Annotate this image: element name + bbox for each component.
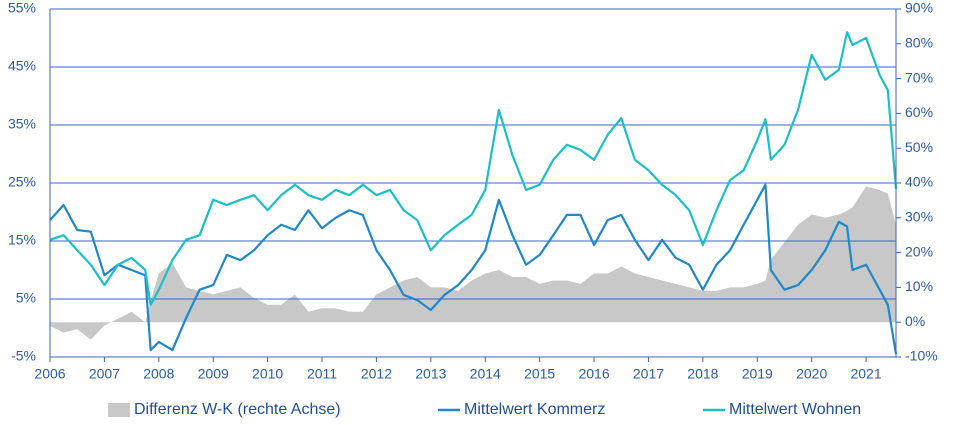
legend-label: Mittelwert Kommerz xyxy=(464,401,605,418)
x-tick-label: 2006 xyxy=(34,366,65,382)
y-tick-label: 45% xyxy=(8,58,36,74)
legend-label: Mittelwert Wohnen xyxy=(729,401,861,418)
legend-label: Differenz W-K (rechte Achse) xyxy=(134,401,341,418)
y-tick-label: 15% xyxy=(8,232,36,248)
y2-tick-label: 40% xyxy=(905,174,933,190)
x-tick-label: 2017 xyxy=(633,366,664,382)
y2-tick-label: 90% xyxy=(905,0,933,16)
y2-tick-label: 30% xyxy=(905,209,933,225)
y-tick-label: 35% xyxy=(8,116,36,132)
x-tick-label: 2016 xyxy=(578,366,609,382)
y2-tick-label: 60% xyxy=(905,104,933,120)
legend-swatch xyxy=(108,403,130,417)
legend-item: Differenz W-K (rechte Achse) xyxy=(108,401,341,418)
line xyxy=(49,183,898,355)
y2-tick-label: 10% xyxy=(905,278,933,294)
y2-tick-label: 50% xyxy=(905,139,933,155)
y2-tick-label: -10% xyxy=(905,348,938,364)
x-tick-label: 2007 xyxy=(89,366,120,382)
x-tick-label: 2011 xyxy=(307,366,337,382)
x-tick-label: 2010 xyxy=(252,366,283,382)
x-tick-label: 2019 xyxy=(742,366,773,382)
x-tick-label: 2018 xyxy=(687,366,718,382)
x-tick-label: 2021 xyxy=(850,366,881,382)
x-tick-label: 2014 xyxy=(470,366,501,382)
x-tick-label: 2015 xyxy=(524,366,555,382)
x-tick-label: 2009 xyxy=(198,366,229,382)
y2-tick-label: 80% xyxy=(905,35,933,51)
x-tick-label: 2012 xyxy=(361,366,392,382)
x-tick-label: 2008 xyxy=(143,366,174,382)
y-tick-label: 5% xyxy=(16,290,36,306)
y-tick-label: 55% xyxy=(8,0,36,16)
y2-tick-label: 0% xyxy=(905,313,925,329)
y2-tick-label: 70% xyxy=(905,69,933,85)
x-tick-label: 2020 xyxy=(796,366,827,382)
y-tick-label: 25% xyxy=(8,174,36,190)
y-tick-label: -5% xyxy=(11,348,36,364)
line xyxy=(49,31,898,306)
legend-item: Mittelwert Kommerz xyxy=(438,401,605,418)
y2-tick-label: 20% xyxy=(905,243,933,259)
area xyxy=(50,186,896,340)
legend-item: Mittelwert Wohnen xyxy=(703,401,861,418)
x-tick-label: 2013 xyxy=(415,366,446,382)
